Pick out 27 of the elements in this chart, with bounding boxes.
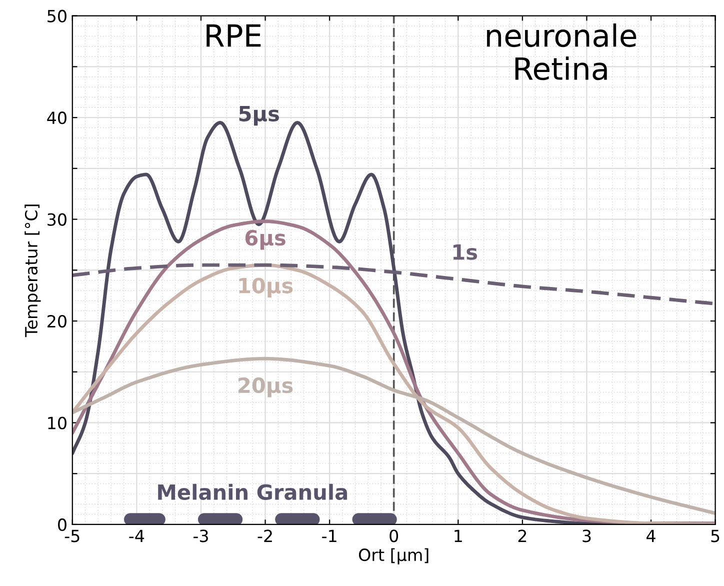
x-tick-label: 1 bbox=[454, 530, 462, 542]
y-tick-label: 30 bbox=[48, 213, 66, 226]
series-label: Melanin Granula bbox=[158, 484, 347, 500]
x-tick-label: 3 bbox=[582, 530, 591, 542]
x-tick-label: -2 bbox=[258, 530, 272, 542]
series-label: 20µs bbox=[238, 377, 293, 398]
x-tick-label: -3 bbox=[193, 530, 208, 542]
y-tick-label: 40 bbox=[47, 112, 66, 124]
x-tick-label: -5 bbox=[64, 530, 80, 542]
x-tick-label: 0 bbox=[390, 530, 398, 542]
series-label: 6µs bbox=[245, 230, 286, 250]
x-axis-title: Ort [µm] bbox=[358, 548, 428, 564]
x-tick-label: -1 bbox=[322, 530, 336, 542]
y-tick-label: 20 bbox=[48, 314, 66, 328]
series-label: 10µs bbox=[239, 278, 293, 298]
y-tick-label: 0 bbox=[58, 518, 66, 532]
x-tick-label: 5 bbox=[711, 530, 720, 542]
series-label: 1s bbox=[453, 244, 478, 260]
series-label: 5µs bbox=[239, 106, 279, 126]
x-tick-label: 4 bbox=[646, 530, 656, 542]
y-axis-title: Temperatur [°C] bbox=[24, 204, 41, 338]
x-tick-label: 2 bbox=[518, 530, 526, 542]
annotation: neuronale Retina bbox=[487, 23, 636, 80]
y-tick-label: 10 bbox=[48, 416, 66, 430]
annotation: RPE bbox=[206, 24, 261, 47]
y-tick-label: 50 bbox=[48, 10, 66, 22]
x-tick-label: -4 bbox=[129, 530, 144, 542]
